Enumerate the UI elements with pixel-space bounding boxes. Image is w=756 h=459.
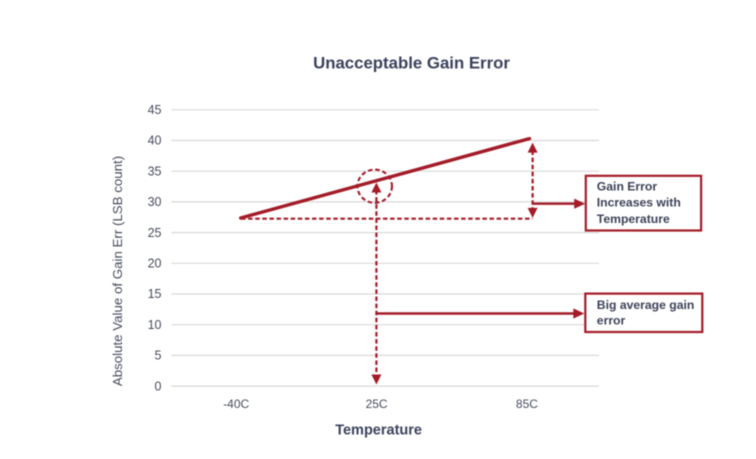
svg-text:30: 30 xyxy=(148,195,162,209)
svg-text:25: 25 xyxy=(148,226,162,240)
svg-text:25C: 25C xyxy=(366,397,388,411)
svg-text:Temperature: Temperature xyxy=(335,423,422,439)
svg-text:Absolute Value of Gain Err (LS: Absolute Value of Gain Err (LSB count) xyxy=(110,156,125,386)
svg-text:Temperature: Temperature xyxy=(597,212,670,226)
svg-text:0: 0 xyxy=(155,379,162,393)
svg-text:35: 35 xyxy=(148,164,162,178)
svg-text:Big average gain: Big average gain xyxy=(597,298,695,312)
svg-text:5: 5 xyxy=(155,349,162,363)
svg-text:10: 10 xyxy=(148,318,162,332)
svg-text:Unacceptable Gain Error: Unacceptable Gain Error xyxy=(313,54,510,73)
svg-text:-40C: -40C xyxy=(223,397,249,411)
svg-text:error: error xyxy=(597,313,626,327)
svg-text:20: 20 xyxy=(148,257,162,271)
svg-text:85C: 85C xyxy=(516,397,538,411)
svg-text:Increases with: Increases with xyxy=(597,196,681,210)
svg-text:40: 40 xyxy=(148,134,162,148)
svg-text:45: 45 xyxy=(148,103,162,117)
svg-text:Gain Error: Gain Error xyxy=(597,180,658,194)
svg-text:15: 15 xyxy=(148,287,162,301)
